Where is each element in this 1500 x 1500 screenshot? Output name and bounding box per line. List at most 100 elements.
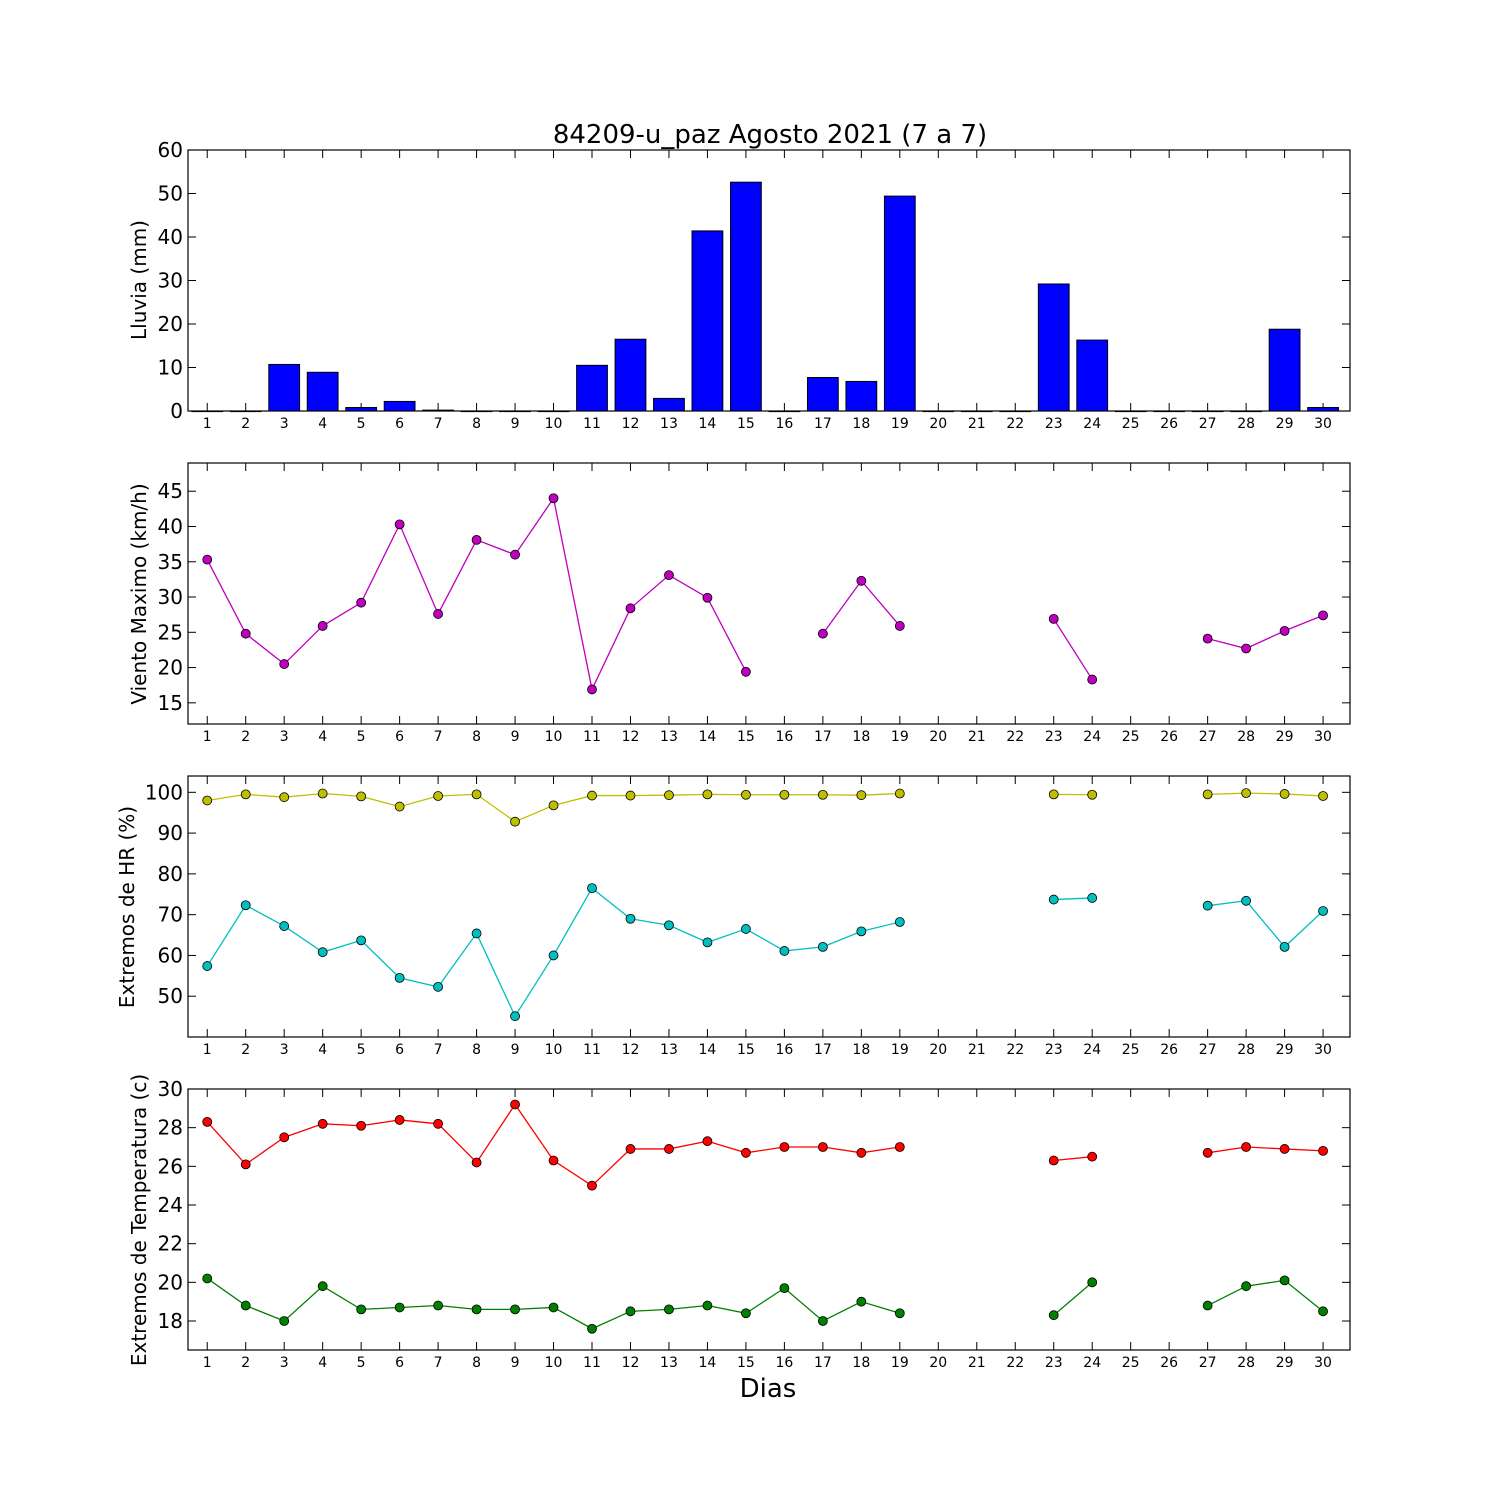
temperature-series-1-point [1087,1277,1098,1288]
temperature-xtick-label: 9 [511,1355,520,1371]
rain-bar [883,195,916,412]
rain-xtick-label: 4 [318,416,327,432]
temperature-series-0-line [1207,1146,1324,1154]
rain-xtick-label: 26 [1160,416,1178,432]
temperature-series-1-point [779,1283,790,1294]
humidity-series-0-point [356,791,367,802]
humidity-ytick-label: 50 [158,984,183,1008]
rain-xtick-label: 7 [434,416,443,432]
rain-bar [268,363,301,412]
humidity-series-0-point [1087,789,1098,800]
humidity-series-0-point [510,816,520,827]
humidity-series-1-point [1279,941,1290,952]
humidity-series-0-point [202,795,213,806]
rain-xtick-label: 24 [1083,416,1101,432]
humidity-series-1-point [1318,906,1328,916]
humidity-series-0-point [1048,789,1059,800]
temperature-series-1-point [1202,1300,1213,1311]
humidity-series-1-point [1087,893,1098,903]
wind-xtick-label: 26 [1160,729,1178,745]
temperature-xtick-label: 26 [1160,1355,1178,1371]
temperature-series-0-line [206,1103,900,1187]
temperature-series-0-point [279,1132,290,1143]
wind-xtick-label: 30 [1314,729,1332,745]
temperature-series-0-point [817,1142,828,1152]
wind-xtick-label: 15 [737,729,755,745]
temperature-series-0-point [741,1147,751,1158]
wind-xtick-label: 2 [241,729,250,745]
wind-xtick-label: 6 [395,729,404,745]
rain-xtick-label: 22 [1006,416,1024,432]
wind-series-0-point [1202,633,1213,644]
humidity-series-1-line [1053,897,1093,901]
humidity-series-0-point [817,789,828,800]
temperature-ytick-label: 26 [158,1154,183,1178]
wind-xtick-label: 9 [511,729,520,745]
temperature-xtick-label: 12 [622,1355,640,1371]
rain-bar [576,364,608,412]
temperature-series-1-point [817,1316,828,1326]
humidity-series-1-point [702,937,713,948]
wind-series-0-line [822,579,901,635]
humidity-xtick-label: 19 [891,1042,909,1058]
temperature-series-1-line [1207,1279,1324,1312]
rain-bar [1268,328,1301,412]
humidity-series-0-point [1318,791,1328,801]
temperature-xtick-label: 2 [241,1355,250,1371]
humidity-series-0-point [894,788,905,799]
wind-xtick-label: 17 [814,729,832,745]
humidity-series-0-line [1207,792,1324,797]
humidity-ytick-label: 90 [158,821,183,845]
rain-xtick-label: 1 [203,416,212,432]
temperature-xtick-label: 7 [434,1355,443,1371]
humidity-xtick-label: 30 [1314,1042,1332,1058]
rain-xtick-label: 2 [241,416,250,432]
humidity-xtick-label: 18 [852,1042,870,1058]
temperature-ytick-label: 30 [158,1077,183,1101]
temperature-series-1-point [1279,1275,1290,1286]
wind-series-0-point [548,493,559,504]
humidity-series-1-point [433,981,443,992]
humidity-xtick-label: 12 [622,1042,640,1058]
temperature-xtick-label: 30 [1314,1355,1332,1371]
temperature-xtick-label: 4 [318,1355,327,1371]
wind-series-0-line [1207,614,1324,650]
rain-bar [306,371,339,412]
wind-series-0-point [471,534,482,545]
wind-ytick-label: 35 [158,550,183,574]
temperature-series-0-point [1241,1142,1252,1152]
wind-series-0-point [1048,613,1059,624]
temperature-series-0-point [894,1142,905,1152]
humidity-ytick-label: 80 [158,862,183,886]
wind-xtick-label: 23 [1045,729,1063,745]
temperature-series-0-point [625,1144,636,1154]
rain-xtick-label: 30 [1314,416,1332,432]
humidity-ytick-label: 60 [158,943,183,967]
humidity-xtick-label: 9 [511,1042,520,1058]
humidity-series-0-point [317,788,328,799]
rain-xtick-label: 5 [357,416,366,432]
humidity-xtick-label: 15 [737,1042,755,1058]
rain-xtick-label: 13 [660,416,678,432]
humidity-series-0-point [664,790,674,801]
rain-xtick-label: 27 [1199,416,1217,432]
rain-axes-frame [187,149,1351,412]
wind-ytick-label: 40 [158,514,183,538]
wind-xtick-label: 4 [318,729,327,745]
humidity-xtick-label: 11 [583,1042,601,1058]
humidity-xtick-label: 21 [968,1042,986,1058]
temperature-ytick-label: 22 [158,1232,183,1256]
temperature-series-1-point [1318,1306,1328,1317]
humidity-xtick-label: 28 [1237,1042,1255,1058]
temperature-series-0-point [1202,1147,1213,1158]
rain-bar [614,338,647,412]
humidity-series-1-point [510,1011,520,1022]
wind-series-0-point [240,628,251,639]
rain-y-axis-label: Lluvia (mm) [127,220,151,340]
wind-xtick-label: 1 [203,729,212,745]
humidity-xtick-label: 27 [1199,1042,1217,1058]
rain-ytick-label: 10 [158,356,183,380]
humidity-series-1-point [587,883,597,894]
temperature-series-0-point [587,1180,597,1191]
